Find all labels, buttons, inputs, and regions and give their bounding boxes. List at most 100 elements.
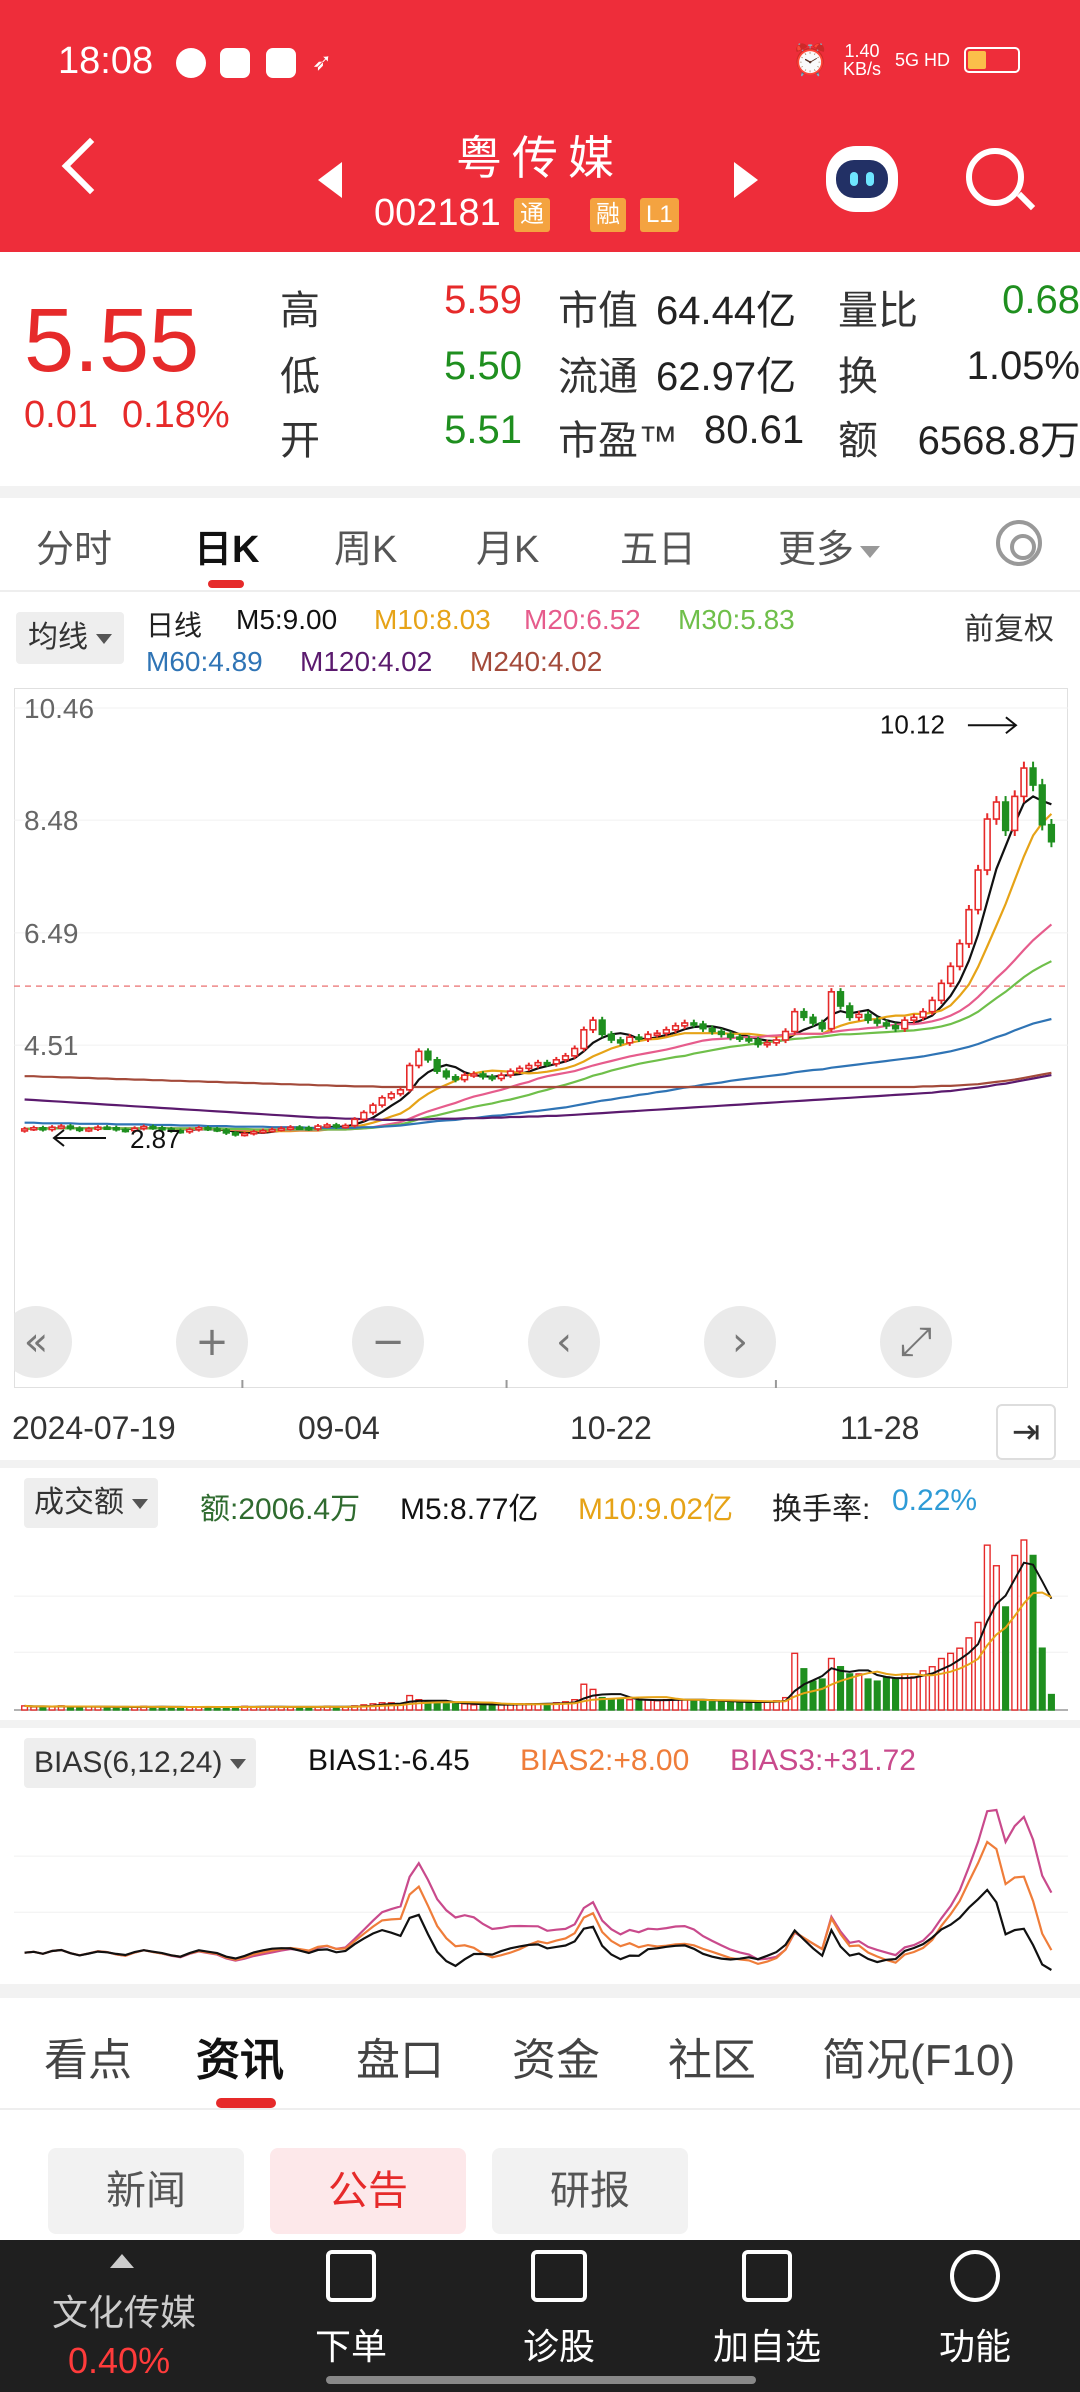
candle [277, 1127, 285, 1132]
app-notification-icon [266, 48, 296, 78]
high-value: 5.59 [444, 278, 522, 322]
candle [708, 1027, 716, 1033]
kline-chart[interactable]: 10.46 8.48 6.49 4.51 10.12 2.87 « + − ‹ › ⤢ [14, 688, 1068, 1388]
x-tick-label: 11-28 [840, 1410, 920, 1446]
volume-indicator-selector[interactable]: 成交额 [24, 1478, 158, 1528]
expand-up-icon[interactable] [110, 2254, 134, 2268]
tag-tong[interactable]: 通 [514, 198, 550, 232]
nav-add-watchlist[interactable]: 加自选 [692, 2250, 842, 2370]
volume-bar [415, 1698, 423, 1711]
net-type: 5G HD [894, 49, 950, 70]
amount-label: 额 [838, 419, 878, 463]
volume-chart[interactable] [14, 1530, 1068, 1716]
candle [534, 1061, 542, 1067]
next-stock-icon[interactable] [734, 162, 758, 198]
jump-to-latest-button[interactable]: ⇥ [996, 1404, 1056, 1460]
volume-bar [882, 1676, 890, 1711]
candle [653, 1032, 661, 1036]
scroll-right-button[interactable]: › [704, 1306, 776, 1378]
chip-research[interactable]: 研报 [492, 2148, 688, 2234]
turnover-value: 1.05% [966, 344, 1080, 388]
high-annotation: 10.12 [880, 709, 945, 739]
ma-selector[interactable]: 均线 [16, 612, 124, 664]
search-icon[interactable] [966, 148, 1024, 206]
candle [919, 1010, 927, 1019]
volume-bar [1038, 1647, 1046, 1711]
adjust-mode[interactable]: 前复权 [964, 613, 1054, 646]
candle [396, 1089, 405, 1095]
candle [626, 1036, 634, 1044]
candle [736, 1036, 744, 1040]
tab-monthly-k[interactable]: 月K [476, 529, 540, 571]
candle [827, 991, 836, 1030]
candle [901, 1019, 909, 1030]
candle [699, 1023, 707, 1030]
tab-news[interactable]: 资讯 [196, 2036, 284, 2085]
fullscreen-button[interactable]: ⤢ [880, 1306, 952, 1378]
candle [130, 1127, 139, 1132]
candle [488, 1076, 496, 1080]
vol-ratio-value: 0.68 [1002, 278, 1080, 322]
candle [635, 1036, 643, 1040]
volume-bar [736, 1701, 744, 1711]
candle [406, 1064, 414, 1091]
tab-daily-k[interactable]: 日K [194, 529, 260, 571]
candle [222, 1129, 230, 1134]
volume-bar [1029, 1554, 1037, 1711]
tab-capital[interactable]: 资金 [512, 2036, 600, 2085]
candle [1038, 784, 1046, 826]
float-label: 流通 [558, 355, 638, 399]
high-label: 高 [280, 289, 320, 333]
nav-diagnose[interactable]: 诊股 [484, 2250, 634, 2370]
tab-order-book[interactable]: 盘口 [356, 2036, 444, 2085]
nav-label: 下单 [314, 2326, 387, 2367]
assistant-robot-icon[interactable] [826, 146, 898, 212]
volume-bar [937, 1657, 945, 1711]
tab-profile-f10[interactable]: 简况(F10) [822, 2036, 1016, 2085]
chip-news[interactable]: 新闻 [48, 2148, 244, 2234]
candle [332, 1124, 340, 1128]
low-annotation: 2.87 [130, 1124, 181, 1154]
tab-highlights[interactable]: 看点 [44, 2036, 132, 2085]
tag-rong[interactable]: 融 [590, 198, 626, 232]
nav-place-order[interactable]: 下单 [276, 2250, 426, 2370]
scroll-left-button[interactable]: ‹ [528, 1306, 600, 1378]
candle [112, 1127, 120, 1131]
sector-name[interactable]: 文化传媒 [52, 2292, 197, 2333]
back-arrow-icon[interactable] [61, 137, 119, 195]
bias-chart[interactable] [14, 1790, 1068, 1980]
chip-announcements[interactable]: 公告 [270, 2148, 466, 2234]
candle [506, 1070, 515, 1076]
zoom-out-button[interactable]: − [352, 1306, 424, 1378]
prev-stock-icon[interactable] [318, 162, 342, 198]
tab-community[interactable]: 社区 [668, 2036, 756, 2085]
volume-bar [956, 1647, 964, 1711]
volume-bar [855, 1673, 863, 1711]
tab-more[interactable]: 更多 [778, 518, 881, 573]
tab-intraday[interactable]: 分时 [36, 529, 113, 571]
scroll-left-fast-button-bg [14, 1306, 72, 1378]
candle [983, 818, 991, 871]
tab-weekly-k[interactable]: 周K [334, 529, 398, 571]
app-header: 18:08 ➶ ⏰ 1.40 KB/s 5G HD 粤传媒 002181 通 融… [0, 0, 1080, 252]
tab-five-day[interactable]: 五日 [620, 529, 697, 571]
last-price: 5.55 [24, 291, 200, 391]
bias-indicator-selector[interactable]: BIAS(6,12,24) [24, 1738, 257, 1788]
ma60-value: M60:4.89 [146, 646, 263, 677]
candle [39, 1127, 47, 1131]
tag-l1[interactable]: L1 [640, 198, 679, 232]
zoom-in-button[interactable]: + [176, 1306, 248, 1378]
ma-selector-label: 均线 [28, 621, 88, 654]
volume-bar [488, 1704, 496, 1711]
candle [378, 1096, 386, 1106]
candle [30, 1127, 38, 1131]
ma-line-m120 [24, 1074, 1052, 1121]
volume-bar [947, 1652, 955, 1711]
candle [140, 1125, 148, 1130]
scroll-left-fast-button[interactable]: « [14, 1306, 72, 1378]
candle [598, 1019, 606, 1036]
volume-bar [681, 1698, 689, 1711]
settings-icon[interactable] [996, 520, 1042, 566]
nav-functions[interactable]: 功能 [900, 2250, 1050, 2370]
fullscreen-button-bg [880, 1306, 952, 1378]
